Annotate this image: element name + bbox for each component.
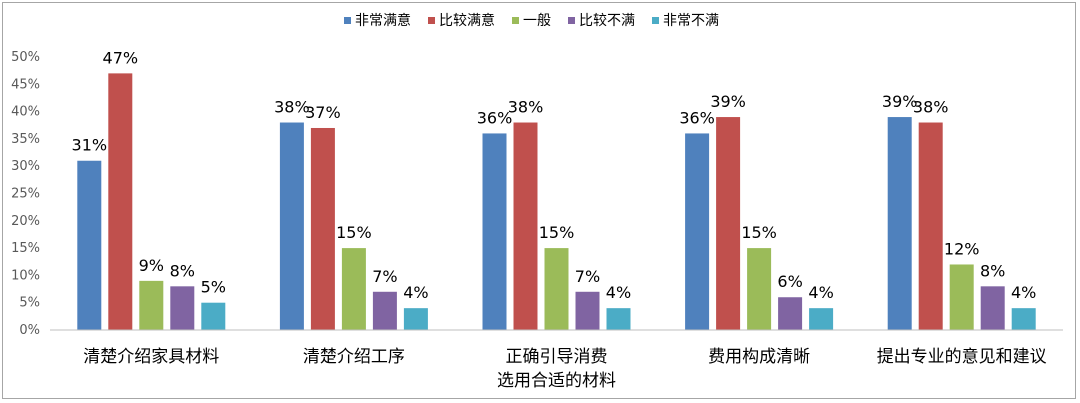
bar (482, 133, 507, 330)
legend-label: 一般 (523, 13, 551, 29)
data-label: 15% (336, 223, 372, 242)
y-tick-label: 40% (11, 105, 40, 120)
legend-swatch (568, 17, 575, 24)
bar (949, 264, 974, 330)
legend-label: 比较满意 (439, 12, 495, 29)
data-label: 15% (741, 223, 777, 242)
bar (139, 280, 164, 330)
data-label: 4% (403, 283, 428, 302)
bar (341, 248, 366, 330)
data-label: 36% (477, 108, 513, 127)
bar (1011, 308, 1036, 330)
data-label: 8% (170, 261, 195, 280)
bars (77, 73, 1036, 331)
bar (980, 286, 1005, 330)
legend-label: 非常满意 (355, 12, 411, 29)
data-label: 38% (508, 98, 544, 117)
data-label: 7% (575, 267, 600, 286)
chart-frame (2, 2, 1076, 399)
x-category-label: 清楚介绍工序 (303, 347, 405, 367)
bar (403, 308, 428, 330)
legend-swatch (652, 17, 659, 24)
y-tick-label: 45% (11, 77, 40, 92)
x-category-label: 提出专业的意见和建议 (877, 347, 1047, 367)
legend-label: 比较不满 (579, 13, 635, 29)
data-label: 38% (913, 98, 949, 117)
bar (170, 286, 195, 330)
data-label: 12% (944, 239, 980, 258)
bar (108, 73, 133, 330)
bar (747, 248, 772, 330)
y-tick-label: 25% (11, 187, 40, 202)
data-label: 31% (72, 136, 108, 155)
legend: 非常满意 比较满意 一般 比较不满 非常不满 (344, 12, 719, 29)
data-label: 15% (539, 223, 575, 242)
data-label: 4% (1011, 283, 1036, 302)
bar (685, 133, 710, 330)
bar (575, 291, 600, 330)
bar (606, 308, 631, 330)
bar (918, 122, 943, 331)
y-tick-label: 35% (11, 132, 40, 147)
bar (887, 117, 912, 330)
data-label: 6% (777, 272, 802, 291)
y-tick-label: 30% (11, 159, 40, 174)
bar (279, 122, 304, 331)
data-label: 8% (980, 261, 1005, 280)
bar (310, 127, 335, 330)
legend-label: 非常不满 (663, 13, 719, 29)
bar (716, 117, 741, 330)
legend-swatch (512, 17, 519, 24)
y-tick-label: 5% (19, 296, 40, 311)
data-label: 37% (305, 103, 341, 122)
y-axis: 0% 5% 10% 15% 20% 25% 30% 35% 40% 45% 50% (11, 50, 40, 338)
x-axis: 清楚介绍家具材料 清楚介绍工序 正确引导消费选用合适的材料 费用构成清晰 提出专业的意见… (50, 329, 1063, 391)
y-tick-label: 10% (11, 268, 40, 283)
data-label: 4% (808, 283, 833, 302)
data-label: 39% (882, 92, 918, 111)
bar (544, 248, 569, 330)
bar (778, 297, 803, 330)
data-label: 47% (103, 48, 139, 67)
data-label: 39% (710, 92, 746, 111)
data-labels: 31%47%9% 8%5%38%37%15%7%4%36%38%15%7%4%36… (72, 48, 1037, 302)
bar (809, 308, 834, 330)
y-tick-label: 0% (19, 323, 40, 338)
y-tick-label: 50% (11, 50, 40, 65)
data-label: 9% (139, 256, 164, 275)
y-tick-label: 15% (11, 241, 40, 256)
data-label: 4% (606, 283, 631, 302)
data-label: 38% (274, 98, 310, 117)
legend-swatch (344, 17, 351, 24)
x-category-label: 清楚介绍家具材料 (83, 347, 219, 367)
bar (513, 122, 538, 331)
bar (201, 302, 226, 330)
x-category-label: 正确引导消费选用合适的材料 (497, 347, 616, 391)
data-label: 36% (679, 108, 715, 127)
bar (372, 291, 397, 330)
legend-swatch (428, 17, 435, 24)
data-label: 5% (201, 278, 226, 297)
bar (77, 160, 102, 330)
data-label: 7% (372, 267, 397, 286)
x-category-label: 费用构成清晰 (708, 347, 810, 367)
y-tick-label: 20% (11, 214, 40, 229)
